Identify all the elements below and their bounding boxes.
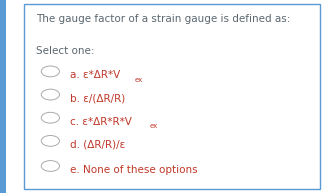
Circle shape xyxy=(41,112,59,123)
Text: c. ε*ΔR*R*V: c. ε*ΔR*R*V xyxy=(70,117,132,127)
Circle shape xyxy=(41,89,59,100)
Text: a. ε*ΔR*V: a. ε*ΔR*V xyxy=(70,70,120,80)
Text: ex: ex xyxy=(150,123,158,129)
Text: d. (ΔR/R)/ε: d. (ΔR/R)/ε xyxy=(70,140,125,150)
Text: Select one:: Select one: xyxy=(36,46,94,56)
Text: ex: ex xyxy=(135,77,143,83)
Text: b. ε/(ΔR/R): b. ε/(ΔR/R) xyxy=(70,94,125,104)
Circle shape xyxy=(41,135,59,146)
Text: The gauge factor of a strain gauge is defined as:: The gauge factor of a strain gauge is de… xyxy=(36,14,290,24)
FancyBboxPatch shape xyxy=(0,0,6,193)
FancyBboxPatch shape xyxy=(24,4,320,189)
Circle shape xyxy=(41,66,59,77)
Circle shape xyxy=(41,161,59,171)
Text: e. None of these options: e. None of these options xyxy=(70,165,198,175)
